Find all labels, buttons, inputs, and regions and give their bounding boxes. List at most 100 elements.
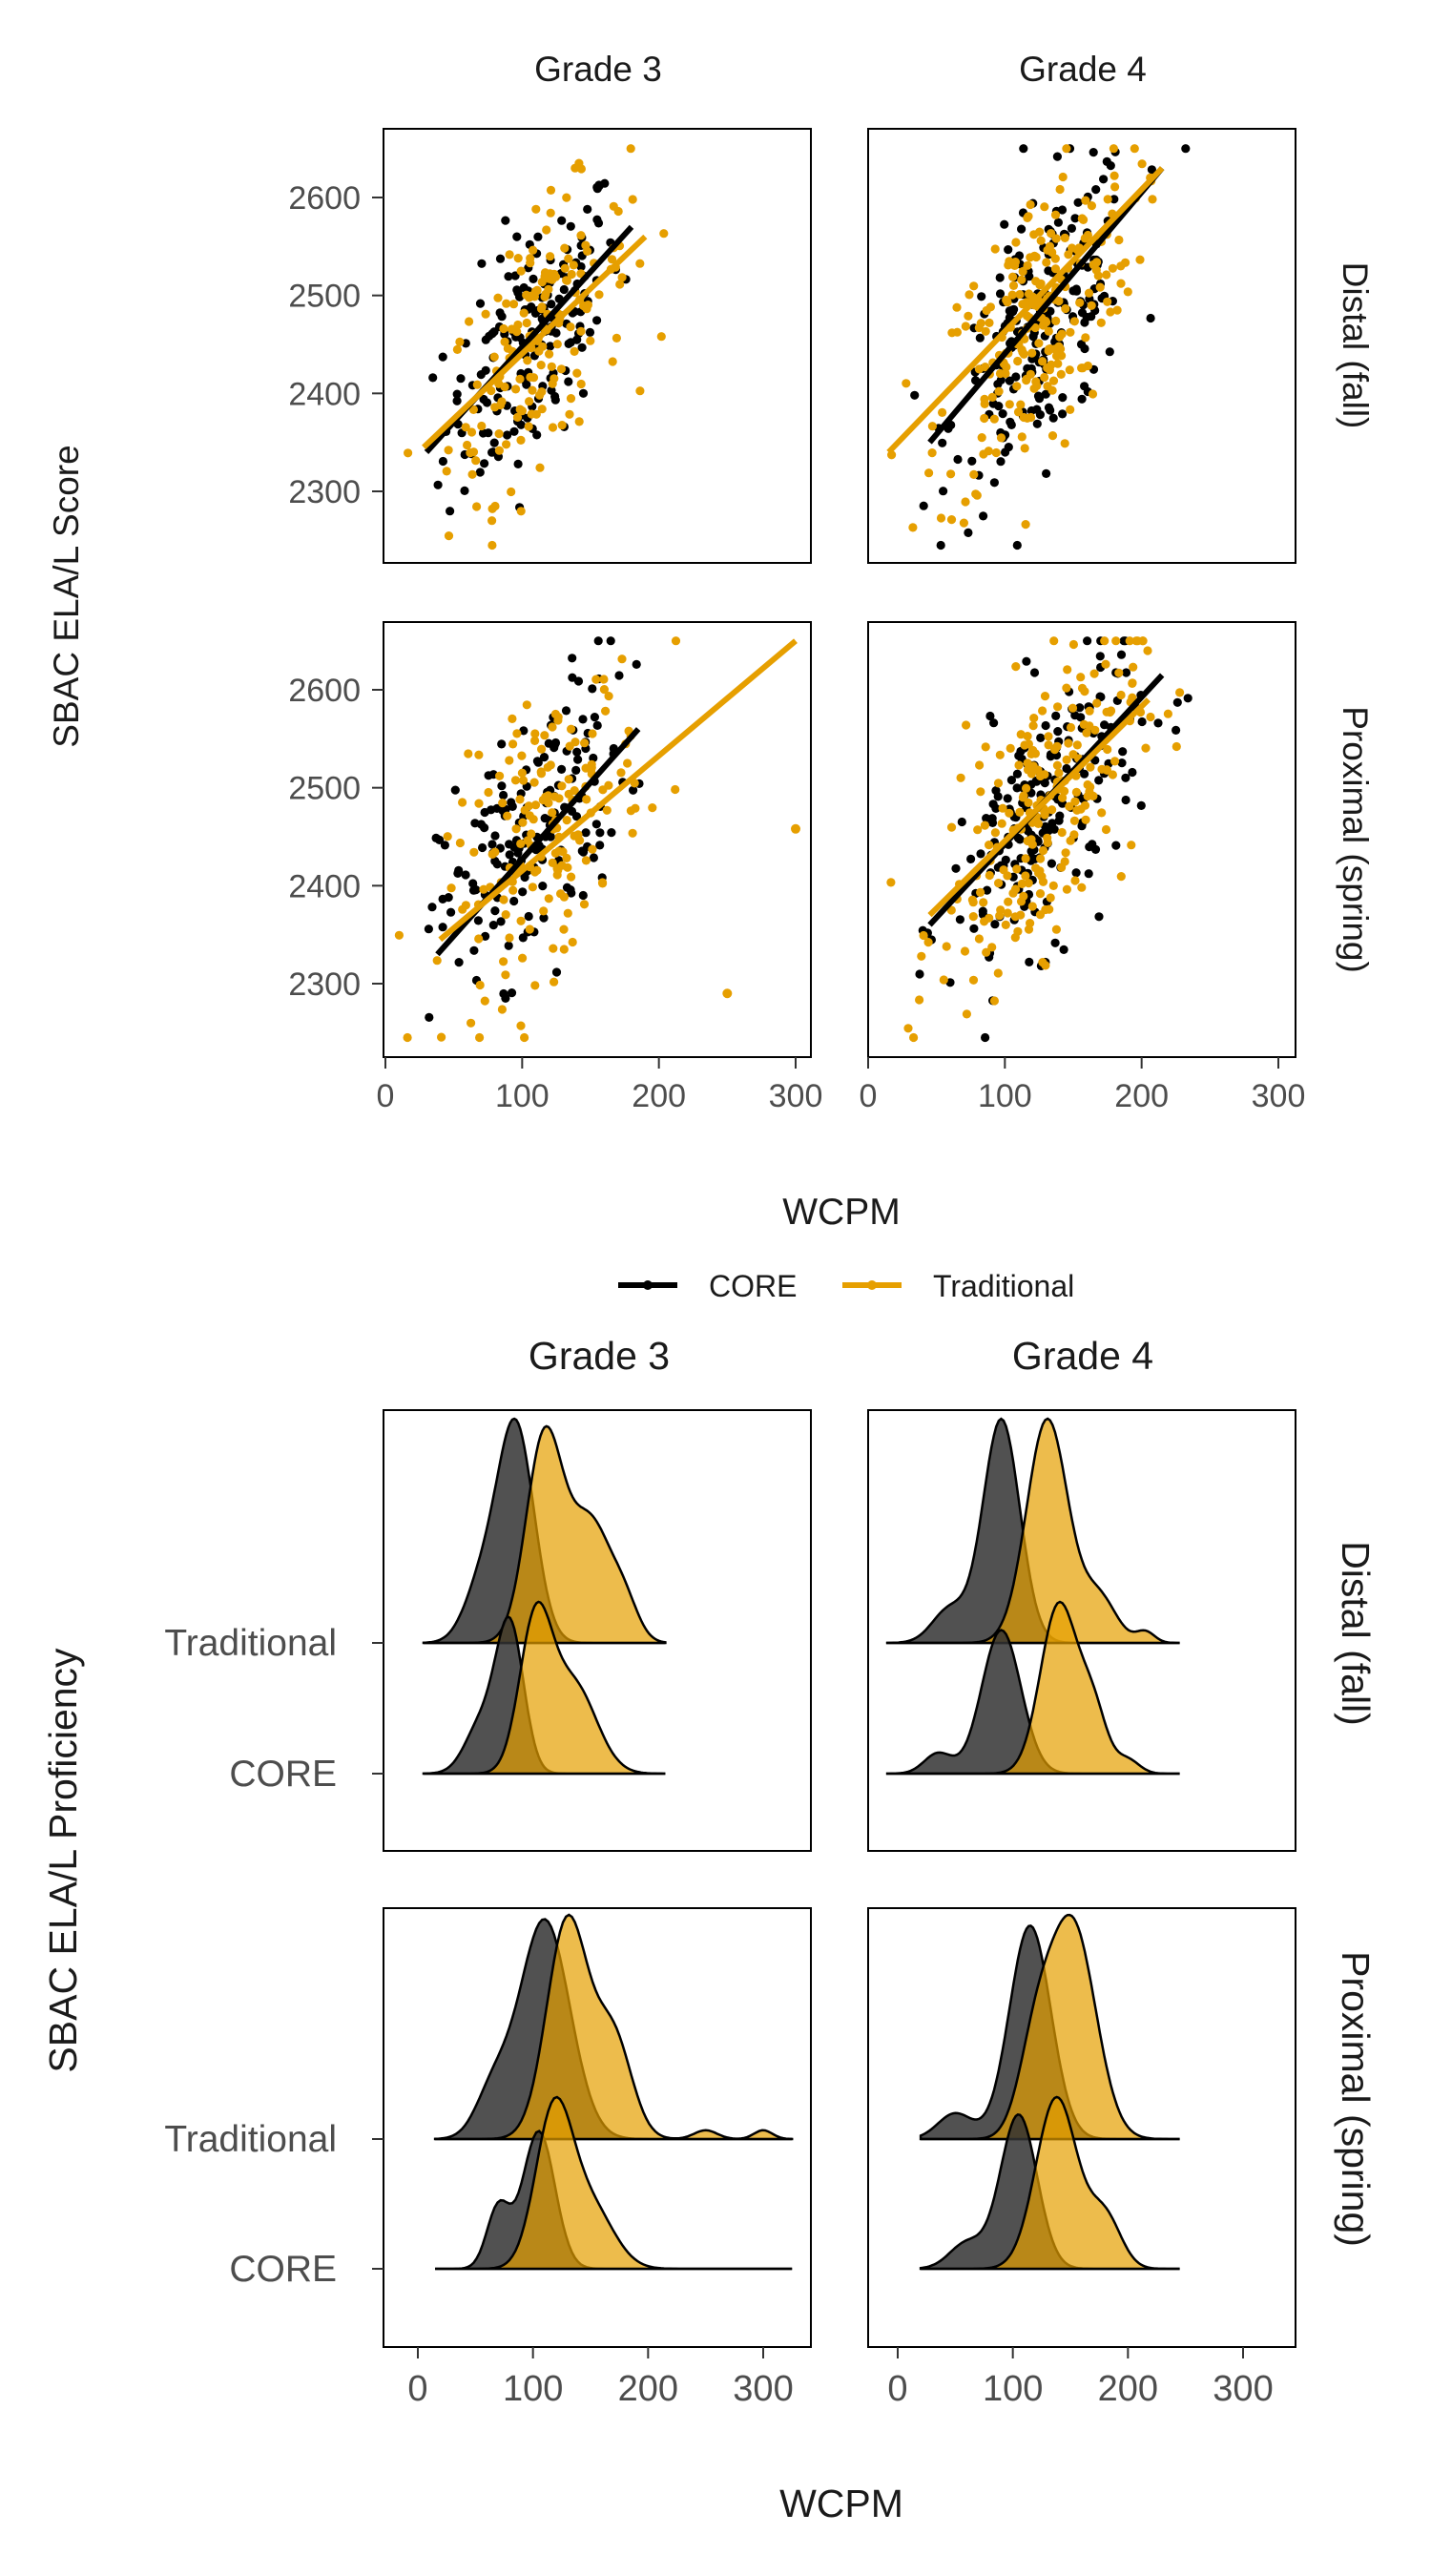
scatter-point-traditional — [529, 245, 538, 255]
scatter-point-traditional — [1163, 709, 1172, 718]
scatter-point-core — [1172, 725, 1181, 736]
y-category-label: CORE — [229, 2249, 337, 2290]
scatter-point-traditional — [1008, 280, 1019, 290]
scatter-point-core — [1006, 420, 1016, 429]
scatter-point-traditional — [1110, 171, 1119, 180]
scatter-point-core — [480, 807, 489, 818]
scatter-point-traditional — [556, 364, 567, 374]
top-strip-grade3: Grade 3 — [534, 50, 662, 89]
scatter-point-traditional — [1062, 755, 1071, 765]
scatter-point-traditional — [1056, 369, 1066, 379]
scatter-point-core — [1055, 811, 1065, 821]
scatter-point-traditional — [535, 463, 545, 472]
scatter-point-core — [1183, 694, 1192, 703]
scatter-point-traditional — [1129, 662, 1138, 672]
scatter-point-traditional — [469, 847, 479, 857]
scatter-point-traditional — [602, 805, 612, 815]
scatter-point-traditional — [612, 333, 622, 343]
scatter-point-traditional — [544, 791, 553, 800]
scatter-point-traditional — [1116, 872, 1126, 882]
scatter-point-traditional — [1001, 368, 1010, 379]
scatter-point-core — [976, 849, 985, 859]
scatter-point-traditional — [1052, 760, 1062, 770]
scatter-point-core — [964, 528, 973, 538]
scatter-point-traditional — [516, 435, 526, 445]
scatter-point-core — [446, 507, 455, 516]
ridge-proficient-core — [921, 2095, 1180, 2271]
scatter-point-traditional — [576, 231, 586, 240]
scatter-point-traditional — [1062, 144, 1071, 154]
scatter-point-core — [982, 814, 991, 823]
scatter-point-traditional — [1081, 815, 1090, 824]
scatter-point-core — [1044, 403, 1054, 412]
scatter-point-core — [571, 765, 581, 776]
scatter-point-traditional — [995, 750, 1005, 759]
scatter-point-core — [496, 917, 506, 926]
scatter-point-traditional — [1085, 706, 1094, 716]
scatter-point-traditional — [974, 364, 984, 374]
scatter-point-traditional — [548, 423, 558, 432]
scatter-point-core — [425, 1012, 434, 1022]
scatter-point-core — [1053, 218, 1063, 227]
scatter-point-traditional — [981, 326, 990, 336]
scatter-point-traditional — [1019, 349, 1028, 359]
scatter-point-traditional — [562, 193, 571, 202]
scatter-point-traditional — [1022, 783, 1031, 793]
scatter-point-traditional — [917, 951, 926, 961]
scatter-point-core — [577, 846, 587, 856]
scatter-point-core — [460, 486, 469, 495]
scatter-point-core — [1025, 957, 1034, 967]
scatter-point-traditional — [938, 407, 947, 417]
scatter-point-traditional — [1080, 687, 1089, 696]
scatter-point-core — [532, 430, 542, 440]
scatter-point-traditional — [474, 799, 484, 808]
scatter-point-core — [989, 718, 999, 728]
scatter-panel-3 — [867, 621, 1296, 1058]
scatter-point-traditional — [1047, 805, 1057, 815]
scatter-point-traditional — [524, 422, 533, 431]
scatter-point-core — [475, 299, 486, 308]
scatter-point-traditional — [936, 513, 946, 523]
scatter-point-traditional — [1103, 195, 1112, 204]
scatter-point-traditional — [537, 405, 547, 414]
scatter-point-traditional — [553, 713, 563, 722]
scatter-point-traditional — [964, 311, 973, 321]
scatter-point-core — [452, 389, 462, 399]
scatter-point-traditional — [452, 344, 462, 354]
scatter-point-core — [503, 430, 512, 440]
scatter-point-traditional — [1018, 266, 1027, 277]
scatter-point-traditional — [1060, 439, 1069, 448]
scatter-point-core — [593, 636, 603, 646]
x-tick-label: 0 — [377, 1078, 395, 1114]
scatter-point-traditional — [975, 760, 985, 770]
scatter-point-core — [450, 785, 460, 795]
scatter-point-traditional — [1141, 743, 1151, 753]
scatter-point-core — [1088, 840, 1097, 849]
x-tick-label: 200 — [618, 2369, 678, 2409]
scatter-point-core — [481, 931, 490, 942]
scatter-point-core — [1046, 306, 1055, 316]
x-tick-label: 0 — [407, 2369, 427, 2409]
scatter-point-core — [424, 924, 433, 934]
scatter-point-traditional — [394, 930, 404, 940]
scatter-point-traditional — [1003, 297, 1012, 306]
scatter-point-traditional — [1123, 287, 1132, 297]
scatter-point-core — [505, 850, 514, 860]
scatter-point-traditional — [562, 816, 571, 825]
scatter-point-traditional — [505, 933, 514, 943]
scatter-point-traditional — [608, 357, 617, 366]
bottom-y-axis-title: SBAC ELA/L Proficiency — [41, 1648, 85, 2073]
ridge-proficient-traditional — [885, 1417, 1180, 1645]
scatter-point-core — [1077, 308, 1088, 318]
scatter-point-traditional — [1013, 356, 1023, 366]
scatter-point-traditional — [540, 731, 550, 740]
scatter-point-core — [614, 671, 624, 680]
scatter-point-traditional — [565, 741, 574, 751]
scatter-point-core — [478, 428, 488, 438]
scatter-point-core — [473, 916, 483, 925]
scatter-point-traditional — [1068, 750, 1078, 759]
panel-border — [383, 128, 812, 564]
y-category-label: CORE — [229, 1754, 337, 1795]
scatter-point-traditional — [493, 293, 503, 302]
scatter-point-core — [1106, 161, 1115, 171]
